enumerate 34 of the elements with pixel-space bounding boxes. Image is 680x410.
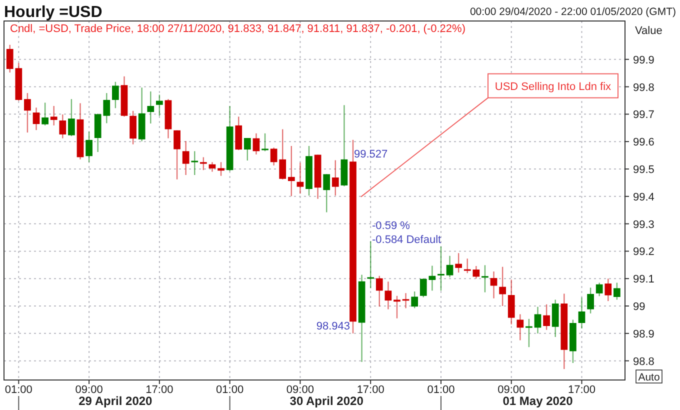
chart-title: Hourly =USD — [4, 4, 102, 21]
y-tick-label: 99.2 — [633, 246, 654, 258]
annotation: -0.59 % — [372, 220, 410, 232]
x-tick-label: 09:00 — [75, 384, 103, 396]
x-tick-label: 01:00 — [427, 384, 455, 396]
annotation: -0.584 Default — [372, 234, 442, 246]
annotation: Cndl, =USD, Trade Price, 18:00 27/11/2020, 91.833, 91.847, 91.811, 91.837, -0.201, (-0.22%) — [10, 23, 466, 35]
y-tick-label: 99.7 — [633, 109, 654, 122]
x-tick-label: 01:00 — [216, 384, 244, 396]
x-tick-label: 17:00 — [568, 384, 596, 396]
x-tick-label: 01:00 — [4, 384, 32, 396]
y-tick-label: 98.9 — [633, 328, 654, 340]
y-tick-label: 99.5 — [633, 164, 654, 176]
x-tick-label: 09:00 — [286, 384, 314, 396]
text: 30 April 2020 — [290, 394, 364, 408]
y-tick-label: 99.3 — [633, 218, 654, 231]
x-tick-label: 17:00 — [356, 384, 384, 396]
y-tick-label: 99.9 — [633, 54, 654, 66]
y-axis-title: Value — [635, 25, 662, 37]
text: 29 April 2020 — [78, 394, 153, 408]
text: 01 May 2020 — [502, 394, 574, 408]
annotation: USD Selling Into Ldn fix — [494, 80, 612, 93]
x-tick-label: 09:00 — [498, 384, 526, 396]
y-tick-label: 99.8 — [633, 82, 654, 94]
y-tick-label: 99.6 — [633, 136, 654, 149]
y-tick-label: 99.4 — [633, 191, 654, 204]
x-tick-label: 17:00 — [146, 384, 174, 396]
auto-button: Auto — [636, 370, 662, 384]
y-tick-label: 98.8 — [633, 356, 654, 368]
text: 00:00 29/04/2020 - 22:00 01/05/2020 (GMT) — [470, 6, 676, 18]
y-tick-label: 99 — [633, 301, 646, 314]
annotation: 98.943 — [316, 320, 350, 333]
annotation: 99.527 — [354, 148, 388, 161]
y-tick-label: 99.1 — [633, 274, 654, 286]
